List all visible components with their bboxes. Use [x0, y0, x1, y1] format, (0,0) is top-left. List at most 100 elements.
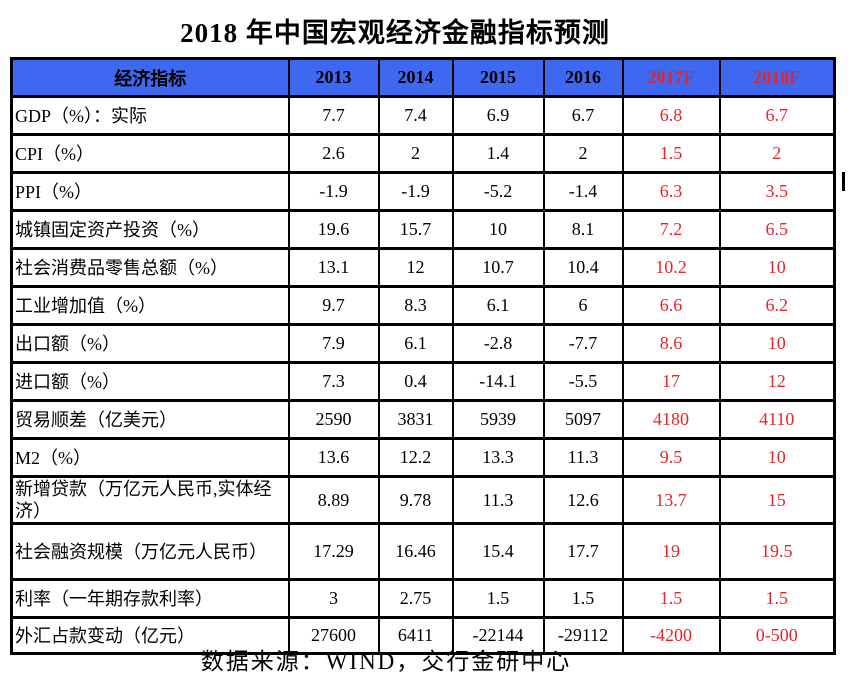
value-cell: 7.7	[287, 95, 380, 136]
value-cell: 19	[621, 522, 721, 581]
value-cell: 6.7	[542, 95, 624, 136]
value-cell: 8.1	[542, 209, 624, 250]
value-cell: 12	[377, 247, 454, 288]
value-cell: 2	[718, 133, 836, 174]
header-cell-2017F: 2017F	[621, 57, 721, 98]
table-row: 城镇固定资产投资（%） 19.6 15.7 10 8.1 7.2 6.5	[10, 209, 836, 250]
value-cell: 13.3	[451, 437, 545, 478]
value-cell: 16.46	[377, 522, 454, 581]
row-label: 城镇固定资产投资（%）	[10, 209, 290, 250]
table-row: 利率（一年期存款利率） 3 2.75 1.5 1.5 1.5 1.5	[10, 578, 836, 619]
value-cell: 11.3	[542, 437, 624, 478]
value-cell: 2	[542, 133, 624, 174]
value-cell: 15.4	[451, 522, 545, 581]
table-row: PPI（%） -1.9 -1.9 -5.2 -1.4 6.3 3.5	[10, 171, 836, 212]
table-row: 工业增加值（%） 9.7 8.3 6.1 6 6.6 6.2	[10, 285, 836, 326]
data-source-note: 数据来源：WIND，交行金研中心	[200, 649, 572, 674]
forecast-table: 经济指标 2013 2014 2015 2016 2017F 2018F GDP（%）：实际…	[10, 57, 836, 655]
value-cell: 6.1	[451, 285, 545, 326]
value-cell: 19.5	[718, 522, 836, 581]
value-cell: 10	[451, 209, 545, 250]
value-cell: 0-500	[718, 616, 836, 655]
value-cell: 17	[621, 361, 721, 402]
value-cell: 1.5	[542, 578, 624, 619]
value-cell: 4180	[621, 399, 721, 440]
table-row: GDP（%）：实际 7.7 7.4 6.9 6.7 6.8 6.7	[10, 95, 836, 136]
value-cell: 13.6	[287, 437, 380, 478]
value-cell: 2.75	[377, 578, 454, 619]
header-cell-2013: 2013	[287, 57, 380, 98]
value-cell: 11.3	[451, 475, 545, 525]
value-cell: -7.7	[542, 323, 624, 364]
value-cell: 1.4	[451, 133, 545, 174]
value-cell: -14.1	[451, 361, 545, 402]
value-cell: 8.3	[377, 285, 454, 326]
value-cell: 7.4	[377, 95, 454, 136]
value-cell: 27600	[287, 616, 380, 655]
table-row: 新增贷款（万亿元人民币,实体经济） 8.89 9.78 11.3 12.6 13.7 15	[10, 475, 836, 525]
row-label: PPI（%）	[10, 171, 290, 212]
value-cell: 5939	[451, 399, 545, 440]
row-label: 外汇占款变动（亿元）	[10, 616, 290, 655]
value-cell: 6.7	[718, 95, 836, 136]
value-cell: 8.89	[287, 475, 380, 525]
value-cell: 10	[718, 437, 836, 478]
header-cell-2018F: 2018F	[718, 57, 836, 98]
value-cell: 12.6	[542, 475, 624, 525]
value-cell: -29112	[542, 616, 624, 655]
row-label: 贸易顺差（亿美元）	[10, 399, 290, 440]
table-row: 社会消费品零售总额（%） 13.1 12 10.7 10.4 10.2 10	[10, 247, 836, 288]
header-cell-2014: 2014	[377, 57, 454, 98]
row-label: 工业增加值（%）	[10, 285, 290, 326]
value-cell: 3	[287, 578, 380, 619]
value-cell: 10	[718, 323, 836, 364]
value-cell: 1.5	[718, 578, 836, 619]
page-title: 2018 年中国宏观经济金融指标预测	[180, 18, 610, 48]
header-row: 经济指标 2013 2014 2015 2016 2017F 2018F	[10, 57, 836, 98]
value-cell: 6.1	[377, 323, 454, 364]
row-label: 进口额（%）	[10, 361, 290, 402]
row-label: M2（%）	[10, 437, 290, 478]
value-cell: -1.9	[287, 171, 380, 212]
table-row: 外汇占款变动（亿元） 27600 6411 -22144 -29112 -4200 0-50…	[10, 616, 836, 655]
value-cell: 13.7	[621, 475, 721, 525]
table-header-row: 经济指标 2013 2014 2015 2016 2017F 2018F	[10, 57, 836, 98]
table-row: CPI（%） 2.6 2 1.4 2 1.5 2	[10, 133, 836, 174]
row-label: 利率（一年期存款利率）	[10, 578, 290, 619]
value-cell: 6.5	[718, 209, 836, 250]
value-cell: 10.2	[621, 247, 721, 288]
value-cell: 9.5	[621, 437, 721, 478]
row-label: GDP（%）：实际	[10, 95, 290, 136]
value-cell: 10.7	[451, 247, 545, 288]
value-cell: 17.7	[542, 522, 624, 581]
value-cell: 4110	[718, 399, 836, 440]
table-row: M2（%） 13.6 12.2 13.3 11.3 9.5 10	[10, 437, 836, 478]
value-cell: 15.7	[377, 209, 454, 250]
value-cell: 8.6	[621, 323, 721, 364]
value-cell: 6.8	[621, 95, 721, 136]
value-cell: 2590	[287, 399, 380, 440]
row-label: 出口额（%）	[10, 323, 290, 364]
value-cell: 2	[377, 133, 454, 174]
value-cell: 6.6	[621, 285, 721, 326]
value-cell: 7.9	[287, 323, 380, 364]
value-cell: -4200	[621, 616, 721, 655]
value-cell: -5.2	[451, 171, 545, 212]
table-row: 贸易顺差（亿美元） 2590 3831 5939 5097 4180 4110	[10, 399, 836, 440]
value-cell: -1.4	[542, 171, 624, 212]
row-label: CPI（%）	[10, 133, 290, 174]
value-cell: 9.7	[287, 285, 380, 326]
header-cell-2016: 2016	[542, 57, 624, 98]
value-cell: 5097	[542, 399, 624, 440]
value-cell: 9.78	[377, 475, 454, 525]
row-label: 社会融资规模（万亿元人民币）	[10, 522, 290, 581]
value-cell: -5.5	[542, 361, 624, 402]
value-cell: -2.8	[451, 323, 545, 364]
value-cell: 7.2	[621, 209, 721, 250]
value-cell: 17.29	[287, 522, 380, 581]
value-cell: 19.6	[287, 209, 380, 250]
value-cell: -1.9	[377, 171, 454, 212]
header-cell-indicator: 经济指标	[10, 57, 290, 98]
value-cell: 1.5	[621, 578, 721, 619]
table-row: 出口额（%） 7.9 6.1 -2.8 -7.7 8.6 10	[10, 323, 836, 364]
